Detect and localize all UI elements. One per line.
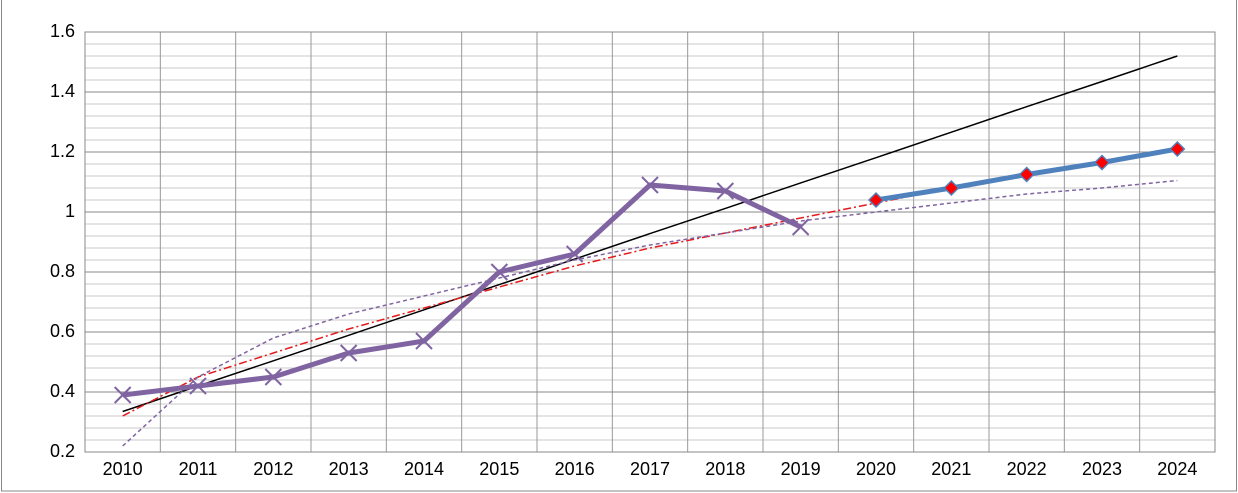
y-tick-label: 1.4: [50, 81, 75, 101]
series-line: [122, 182, 802, 398]
x-marker: [264, 368, 283, 386]
x-tick-label: 2022: [1007, 459, 1047, 479]
diamond-marker: [1169, 140, 1186, 158]
plot-border: [84, 31, 1216, 453]
x-marker: [415, 332, 433, 350]
y-tick-label: 0.8: [50, 261, 75, 281]
diamond-marker: [1093, 154, 1111, 171]
y-tick-label: 1.2: [50, 141, 75, 161]
x-tick-label: 2015: [479, 459, 519, 479]
x-marker: [189, 377, 207, 395]
x-marker: [791, 218, 810, 236]
x-marker: [339, 344, 358, 362]
x-tick-label: 2021: [931, 459, 971, 479]
y-tick-label: 0.6: [50, 321, 75, 341]
series-line: [122, 179, 1178, 447]
x-tick-label: 2023: [1082, 459, 1122, 479]
y-tick-label: 0.4: [50, 381, 75, 401]
x-tick-label: 2020: [856, 459, 896, 479]
y-tick-label: 1.6: [50, 21, 75, 41]
x-marker: [113, 386, 132, 404]
x-tick-label: 2010: [103, 459, 143, 479]
x-tick-label: 2014: [404, 459, 444, 479]
y-tick-label: 1: [65, 201, 75, 221]
x-tick-label: 2011: [179, 459, 218, 479]
x-tick-label: 2017: [630, 459, 670, 479]
x-tick-label: 2013: [329, 459, 369, 479]
diamond-marker: [1018, 166, 1035, 183]
x-tick-label: 2019: [781, 459, 821, 479]
x-marker: [490, 263, 509, 281]
x-marker: [565, 245, 584, 263]
x-marker: [716, 182, 735, 200]
series-line: [122, 55, 1178, 413]
y-tick-label: 0.2: [50, 441, 75, 461]
x-marker: [641, 176, 659, 194]
diamond-marker: [943, 179, 960, 197]
x-tick-label: 2012: [253, 459, 293, 479]
diamond-marker: [867, 191, 885, 209]
x-tick-label: 2016: [555, 459, 595, 479]
x-tick-label: 2024: [1157, 459, 1197, 479]
x-tick-label: 2018: [705, 459, 745, 479]
